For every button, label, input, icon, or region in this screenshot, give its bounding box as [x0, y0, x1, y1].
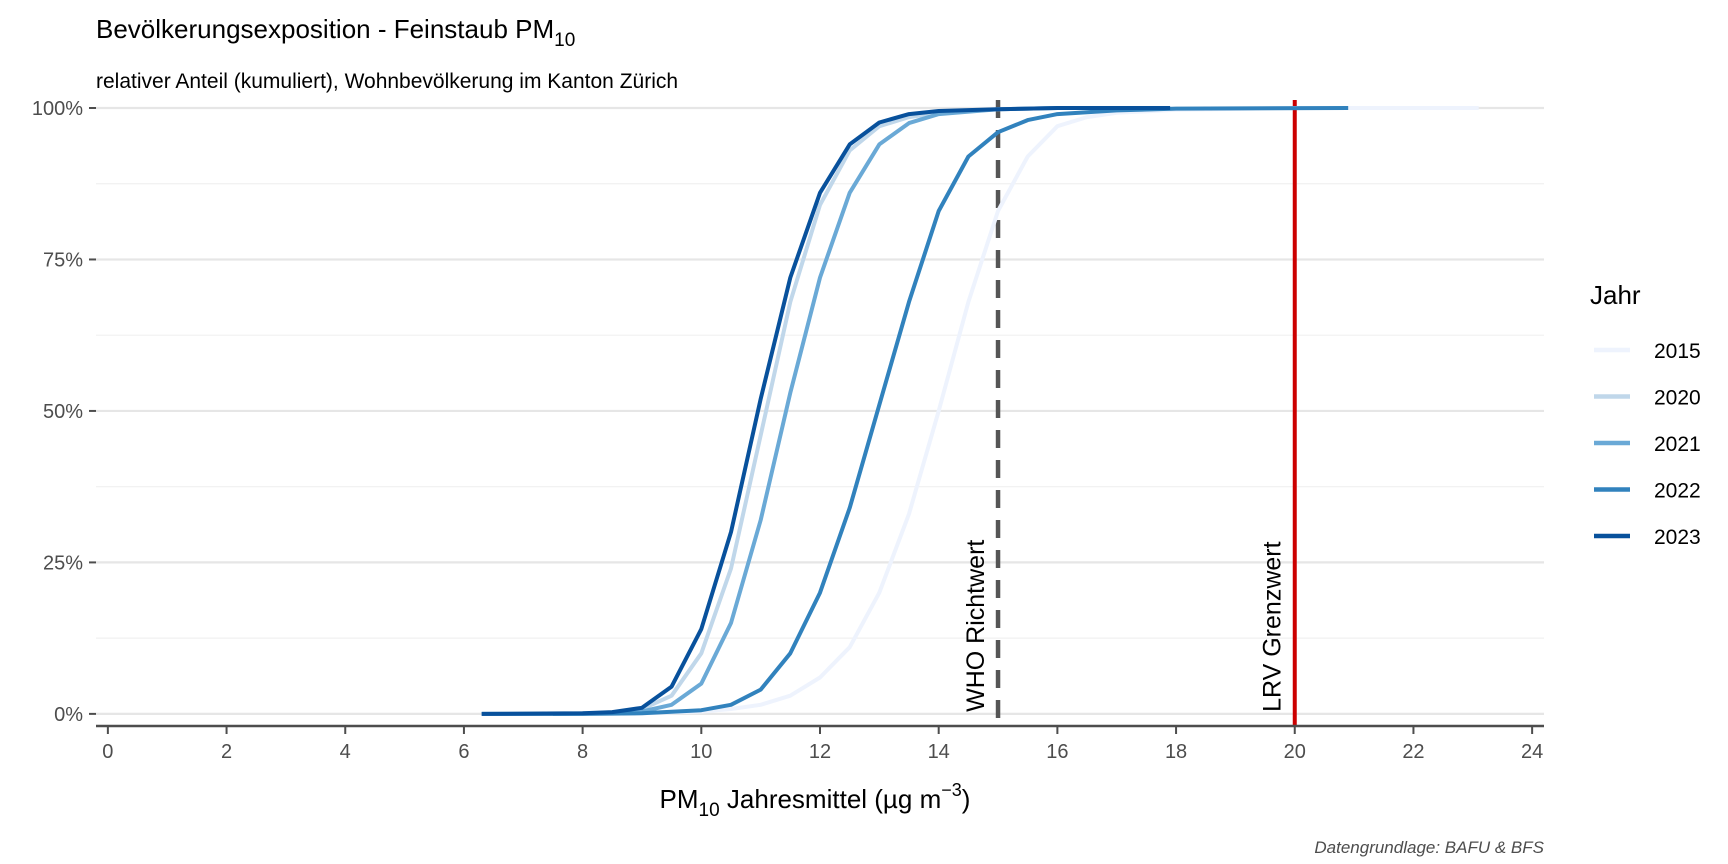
y-tick-label: 100%: [32, 98, 83, 120]
x-axis-title: PM10 Jahresmittel (µg m−3): [660, 780, 971, 821]
y-tick-label: 75%: [43, 249, 83, 271]
series-line-2015: [582, 106, 1479, 716]
reference-line-label: WHO Richtwert: [962, 540, 990, 712]
x-tick-label: 12: [809, 741, 831, 763]
x-tick-label: 0: [102, 741, 113, 763]
x-tick-label: 8: [577, 741, 588, 763]
x-tick-label: 16: [1046, 741, 1068, 763]
reference-lines: WHO Richtwert LRV Grenzwert: [962, 100, 1297, 726]
legend-label-2021: 2021: [1654, 433, 1701, 456]
x-tick-label: 20: [1284, 741, 1306, 763]
series-line-2023: [481, 106, 1171, 716]
legend-label-2015: 2015: [1654, 340, 1701, 363]
x-tick-label: 22: [1402, 741, 1424, 763]
chart-title: Bevölkerungsexposition - Feinstaub PM10: [96, 14, 575, 51]
x-tick-label: 14: [928, 741, 950, 763]
y-tick-label: 0%: [54, 704, 83, 726]
caption: Datengrundlage: BAFU & BFS: [1314, 838, 1544, 857]
legend-label-2020: 2020: [1654, 387, 1701, 410]
grid: [96, 106, 1544, 715]
legend-title: Jahr: [1590, 280, 1641, 310]
legend-label-2022: 2022: [1654, 480, 1701, 503]
y-tick-label: 50%: [43, 401, 83, 423]
series-line-2021: [552, 106, 1058, 716]
x-tick-label: 24: [1521, 741, 1543, 763]
chart-subtitle: relativer Anteil (kumuliert), Wohnbevölk…: [96, 70, 678, 93]
legend-label-2023: 2023: [1654, 526, 1701, 549]
series-line-2022: [481, 106, 1349, 716]
series-line-2020: [552, 106, 1058, 716]
x-tick-label: 10: [690, 741, 712, 763]
y-tick-label: 25%: [43, 552, 83, 574]
x-tick-label: 6: [458, 741, 469, 763]
series-lines: [481, 106, 1479, 716]
axes: 0%25%50%75%100%0 2 4 6 8 10 12 14 16 18 20 22 24: [32, 98, 1544, 763]
x-tick-label: 18: [1165, 741, 1187, 763]
x-tick-label: 2: [221, 741, 232, 763]
x-tick-label: 4: [340, 741, 351, 763]
reference-line-label: LRV Grenzwert: [1259, 541, 1287, 711]
legend: Jahr 2015 2020 2021 2022 2023: [1590, 280, 1701, 549]
